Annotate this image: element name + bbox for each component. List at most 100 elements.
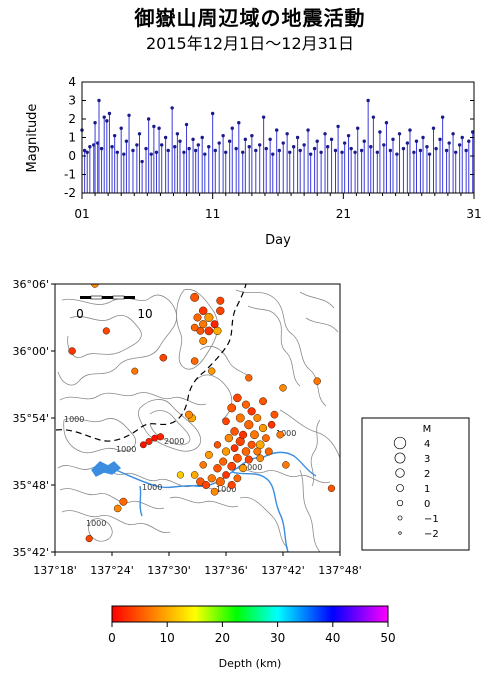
magnitude-point — [359, 148, 364, 153]
magnitude-point — [105, 119, 109, 123]
x-axis-ticks: 01 11 21 31 — [74, 193, 482, 221]
contour-label: 1000 — [142, 483, 162, 492]
x-tick-label: 11 — [205, 207, 220, 221]
magnitude-point — [384, 121, 389, 125]
earthquake-epicenters — [68, 284, 336, 543]
magnitude-point — [200, 135, 204, 140]
magnitude-point — [157, 126, 161, 130]
magnitude-point — [302, 143, 306, 147]
colorbar-tick-label: 40 — [325, 631, 340, 645]
epicenter — [202, 481, 211, 489]
magnitude-point — [315, 139, 319, 143]
x-axis-label: Day — [265, 233, 291, 248]
magnitude-point — [173, 145, 177, 149]
magnitude-point — [247, 145, 251, 149]
epicenter — [222, 417, 230, 426]
magnitude-point — [295, 135, 300, 140]
magnitude-point — [254, 148, 258, 153]
legend-symbol — [393, 436, 407, 450]
magnitude-point — [369, 145, 373, 149]
epicenter — [227, 403, 237, 413]
epicenter — [233, 474, 242, 483]
lat-label: 36°00' — [12, 345, 49, 358]
contour-label: 1000 — [86, 519, 106, 528]
y-tick-label: -2 — [64, 186, 76, 200]
figure-title: 御嶽山周辺域の地震活動 — [134, 6, 366, 30]
epicenter — [176, 471, 184, 479]
magnitude-point — [175, 132, 180, 136]
magnitude-point — [371, 115, 376, 119]
magnitude-point — [291, 145, 296, 149]
epicenter — [279, 384, 287, 392]
lon-label: 137°30' — [147, 564, 191, 577]
epicenter — [276, 431, 284, 439]
epicenter — [259, 397, 267, 406]
legend-symbol — [396, 484, 404, 492]
magnitude-point — [119, 126, 123, 130]
epicenter — [241, 400, 250, 409]
epicenter — [85, 535, 93, 543]
magnitude-point — [271, 152, 275, 156]
epicenter — [139, 441, 147, 449]
epicenter — [267, 420, 276, 429]
magnitude-point — [93, 121, 97, 125]
magnitude-point — [336, 124, 340, 129]
magnitude-point — [234, 146, 238, 151]
epicenter — [221, 447, 231, 456]
lon-label: 137°48' — [318, 564, 362, 577]
epicenter — [233, 453, 242, 463]
magnitude-point — [124, 139, 129, 143]
magnitude-point — [405, 141, 410, 145]
epicenter — [230, 444, 239, 453]
magnitude-point — [325, 145, 330, 149]
epicenter — [102, 327, 110, 335]
epicenter — [244, 420, 254, 430]
map-coordinate-ticks: 36°06' 36°00' 35°54' 35°48' 35°42' 137°18' 137… — [12, 278, 361, 577]
magnitude-point — [451, 132, 455, 136]
magnitude-point — [203, 152, 207, 156]
epicenter — [185, 410, 193, 419]
legend-symbol — [394, 452, 406, 464]
magnitude-point — [250, 133, 254, 138]
magnitude-point — [457, 143, 462, 147]
contour-label: 1000 — [216, 485, 236, 494]
y-tick-label: -1 — [64, 168, 76, 182]
legend-symbol — [398, 531, 402, 535]
epicenter — [227, 480, 236, 490]
epicenter — [230, 427, 239, 436]
epicenter — [207, 474, 216, 483]
magnitude-point — [421, 135, 425, 140]
lon-label: 137°24' — [90, 564, 134, 577]
y-tick-label: 2 — [68, 112, 76, 126]
depth-colorbar: 0 10 20 30 40 50 Depth (km) — [108, 605, 396, 670]
epicenter — [313, 377, 321, 385]
y-axis-label: Magnitude — [25, 104, 40, 173]
magnitude-point — [237, 121, 241, 125]
magnitude-point — [207, 145, 211, 149]
scale-bar: 0 10 — [76, 295, 153, 321]
magnitude-point — [112, 133, 117, 138]
epicenter — [210, 487, 219, 496]
magnitude-point — [378, 130, 382, 134]
epicenter — [210, 320, 219, 329]
epicenter — [224, 433, 234, 443]
magnitude-point — [131, 148, 135, 153]
colorbar-tick-label: 50 — [380, 631, 395, 645]
magnitude-point — [154, 150, 159, 154]
x-tick-label: 01 — [74, 207, 89, 221]
epicenter — [264, 447, 273, 456]
colorbar-tick-label: 0 — [108, 631, 116, 645]
magnitude-point — [401, 146, 406, 151]
epicenter — [270, 410, 279, 419]
magnitude-point — [454, 150, 458, 154]
epicenter — [145, 437, 153, 445]
epicenter — [151, 434, 159, 442]
lat-label: 35°42' — [12, 546, 49, 559]
epicenter — [199, 337, 208, 345]
magnitude-point — [427, 152, 432, 156]
magnitude-point — [184, 122, 189, 127]
lat-label: 36°06' — [12, 278, 49, 291]
magnitude-point — [418, 148, 423, 153]
magnitude-point — [440, 115, 445, 119]
